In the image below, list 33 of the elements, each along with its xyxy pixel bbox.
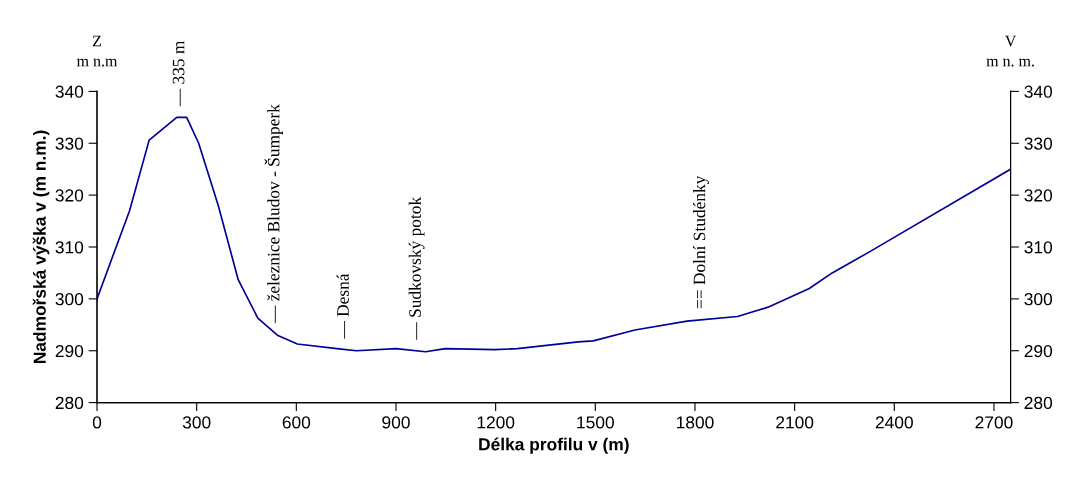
y2-tick-label: 330 xyxy=(1024,137,1053,150)
x-tick-label: 1800 xyxy=(676,416,714,429)
y-tick-label: 330 xyxy=(55,137,84,150)
x-tick-label: 2100 xyxy=(776,416,814,429)
y-tick-label: 290 xyxy=(55,344,84,358)
text: Z m n.m xyxy=(76,35,118,67)
annotation: == Dolní Studénky xyxy=(693,175,709,309)
y2-tick-label: 280 xyxy=(1024,396,1053,410)
y2-tick-label: 310 xyxy=(1024,241,1053,254)
y-tick-label: 310 xyxy=(55,241,84,254)
x-tick-label: 0 xyxy=(92,416,102,429)
y-tick-label: 320 xyxy=(55,189,84,202)
annotation: — železnice Bludov - Šumperk xyxy=(264,104,284,324)
y2-tick-label: 290 xyxy=(1024,344,1053,358)
annotation: — Sudkovský potok xyxy=(408,196,425,340)
x-tick-label: 2700 xyxy=(975,416,1013,429)
x-tick-label: 2400 xyxy=(875,416,913,429)
y2-tick-label: 340 xyxy=(1024,85,1053,98)
y-tick-label: 280 xyxy=(55,396,84,410)
y-axis-title: Nadmořská výška v (m n.m.) xyxy=(32,130,50,364)
x-tick-label: 300 xyxy=(182,416,211,429)
y-tick-label: 300 xyxy=(55,293,84,306)
x-tick-label: 1200 xyxy=(477,416,515,429)
x-tick-label: 1500 xyxy=(577,416,614,429)
y2-tick-label: 300 xyxy=(1024,293,1053,306)
y2-tick-label: 320 xyxy=(1024,189,1053,202)
x-tick-label: 600 xyxy=(282,416,311,429)
annotation: — 335 m xyxy=(172,40,185,107)
text: V m n. m. xyxy=(986,35,1034,67)
x-tick-label: 900 xyxy=(382,416,410,429)
y-tick-label: 340 xyxy=(55,85,84,98)
annotation: — Desná xyxy=(336,273,349,339)
x-axis-title: Délka profilu v (m) xyxy=(479,437,629,454)
